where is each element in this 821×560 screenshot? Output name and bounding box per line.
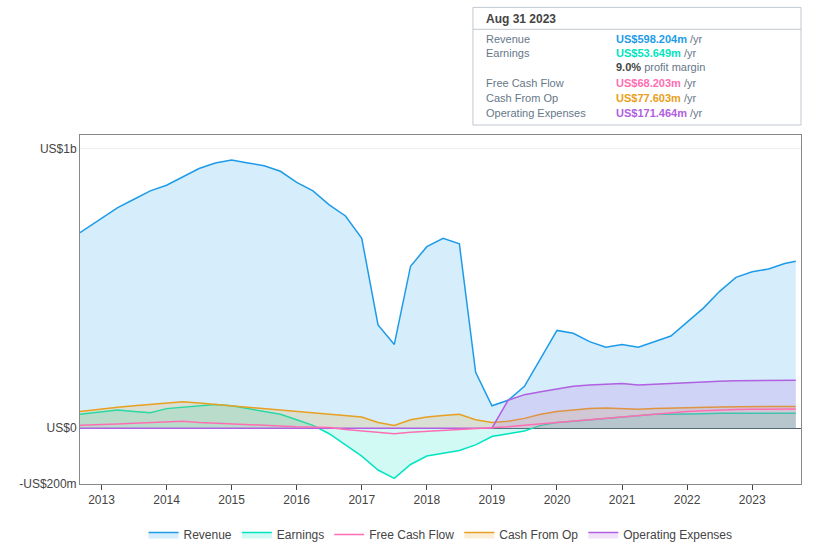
svg-text:2017: 2017 [348,493,375,507]
svg-text:2015: 2015 [218,493,245,507]
svg-text:US$77.603m /yr: US$77.603m /yr [616,92,696,104]
svg-text:US$1b: US$1b [40,142,77,156]
svg-text:2013: 2013 [88,493,115,507]
svg-text:Cash From Op: Cash From Op [499,528,578,542]
svg-text:Earnings: Earnings [486,47,530,59]
svg-text:US$598.204m /yr: US$598.204m /yr [616,33,703,45]
svg-text:Operating Expenses: Operating Expenses [486,107,586,119]
svg-text:US$171.464m /yr: US$171.464m /yr [616,107,703,119]
svg-text:2021: 2021 [609,493,636,507]
svg-text:Revenue: Revenue [486,33,530,45]
svg-text:US$0: US$0 [47,421,77,435]
svg-text:-US$200m: -US$200m [19,477,76,491]
svg-text:2023: 2023 [739,493,766,507]
svg-text:Free Cash Flow: Free Cash Flow [369,528,454,542]
svg-text:Free Cash Flow: Free Cash Flow [486,77,564,89]
svg-text:Operating Expenses: Operating Expenses [623,528,732,542]
svg-text:Earnings: Earnings [277,528,324,542]
svg-text:2016: 2016 [283,493,310,507]
svg-text:2020: 2020 [544,493,571,507]
svg-text:2018: 2018 [413,493,440,507]
svg-text:9.0% profit margin: 9.0% profit margin [616,61,705,73]
svg-text:Revenue: Revenue [184,528,232,542]
svg-text:US$68.203m /yr: US$68.203m /yr [616,77,696,89]
svg-text:US$53.649m /yr: US$53.649m /yr [616,47,696,59]
svg-text:Cash From Op: Cash From Op [486,92,558,104]
svg-text:2022: 2022 [674,493,701,507]
svg-text:2019: 2019 [479,493,506,507]
svg-text:2014: 2014 [153,493,180,507]
svg-text:Aug 31 2023: Aug 31 2023 [486,12,556,26]
